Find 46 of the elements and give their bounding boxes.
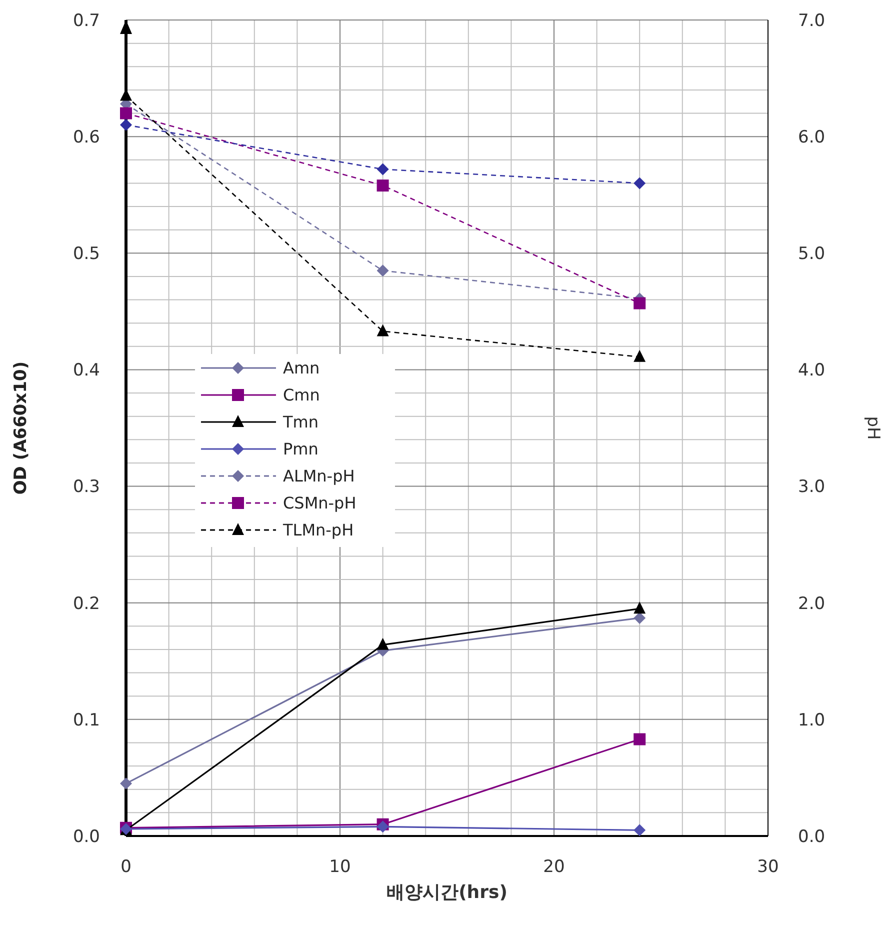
y-tick-label: 0.6 [72, 128, 100, 148]
y2-tick-label: 7.0 [798, 10, 826, 31]
point [376, 638, 389, 650]
y-tick-label: 0.2 [72, 594, 100, 614]
y2-tick-label: 6.0 [798, 128, 826, 148]
point [634, 297, 646, 310]
y-tick-label: 0.7 [72, 10, 100, 31]
point [376, 163, 389, 176]
legend-label: Cmn [283, 386, 320, 405]
point [376, 820, 389, 833]
point [634, 350, 646, 362]
y2-tick-label: 0.0 [798, 826, 826, 847]
point [376, 264, 389, 277]
x-tick-label: 30 [757, 857, 779, 877]
y2-tick-label: 4.0 [798, 360, 826, 381]
point [120, 118, 132, 131]
point [376, 180, 389, 192]
point [120, 107, 132, 120]
y-tick-label: 0.0 [72, 826, 100, 847]
x-axis-title: 배양시간(hrs) [386, 882, 508, 903]
legend-label: TLMn-pH [282, 520, 354, 540]
y-tick-label: 0.1 [72, 710, 100, 730]
point [634, 177, 646, 190]
y2-tick-label: 5.0 [798, 244, 826, 264]
y2-tick-label: 2.0 [798, 594, 826, 614]
y-tick-label: 0.4 [72, 360, 100, 381]
point [120, 778, 132, 790]
x-tick-label: 0 [120, 857, 132, 877]
y2-tick-label: 3.0 [798, 477, 826, 498]
y-tick-label: 0.3 [72, 477, 100, 498]
legend-label: Amn [283, 358, 320, 378]
legend-label: CSMn-pH [283, 494, 356, 513]
point [634, 602, 646, 614]
point [376, 324, 389, 336]
y-tick-label: 0.5 [72, 244, 100, 264]
y-axis-title: OD (A660x10) [11, 361, 31, 495]
point [634, 824, 646, 836]
legend-label: Pmn [283, 440, 318, 459]
point [634, 733, 646, 746]
point [634, 612, 646, 624]
y2-tick-label: 1.0 [798, 710, 826, 730]
x-tick-label: 10 [329, 857, 351, 877]
x-tick-label: 20 [543, 857, 565, 877]
y2-axis-title: pH [863, 416, 883, 440]
legend-label: Tmn [282, 412, 318, 432]
legend-label: ALMn-pH [283, 466, 355, 486]
